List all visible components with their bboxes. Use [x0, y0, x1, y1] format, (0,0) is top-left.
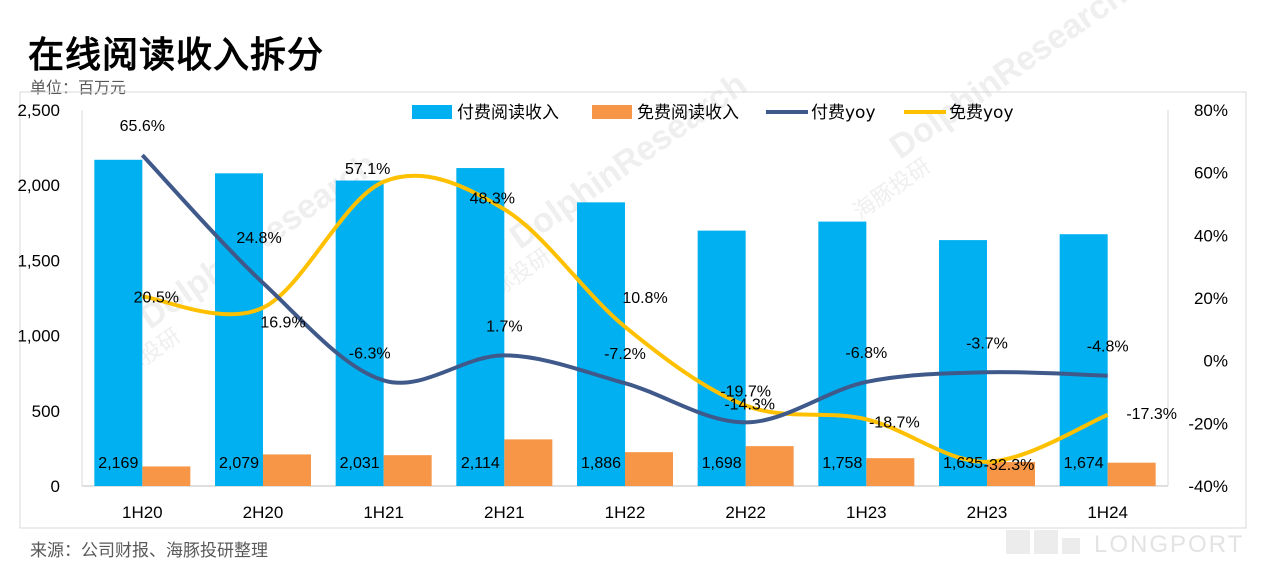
free-yoy-label: 10.8% — [622, 290, 667, 307]
watermark-en: DolphinResearch — [503, 65, 754, 257]
free-yoy-label: 57.1% — [345, 161, 390, 178]
paid-yoy-label: -4.8% — [1087, 339, 1129, 356]
y-right-tick-label: 40% — [1194, 226, 1228, 245]
free-yoy-label: 20.5% — [134, 289, 179, 306]
bar-paid-value-label: 2,031 — [340, 455, 380, 472]
data-labels-group: 2,169 2,079 2,031 2,114 1,886 1,698 1,758 1,635… — [98, 118, 1177, 474]
x-tick-label: 2H23 — [967, 503, 1008, 522]
y-right-tick-label: -20% — [1188, 414, 1228, 433]
legend-swatch-bar — [412, 105, 452, 119]
y-left-tick-label: 500 — [32, 402, 60, 421]
y-right-tick-label: -40% — [1188, 477, 1228, 496]
watermark-cn: 海豚投研 — [849, 154, 935, 225]
bars-group — [94, 159, 1156, 487]
y-right-tick-label: 80% — [1194, 101, 1228, 120]
paid-yoy-label: 1.7% — [486, 318, 522, 335]
x-tick-label: 1H22 — [605, 503, 646, 522]
y-left-tick-label: 0 — [51, 477, 60, 496]
bar-paid-value-label: 1,674 — [1064, 455, 1104, 472]
bar-free — [625, 452, 673, 486]
bar-free — [504, 439, 553, 486]
legend-label: 付费yoy — [811, 103, 876, 123]
x-tick-label: 2H20 — [243, 503, 284, 522]
bar-paid — [697, 230, 746, 486]
legend-label: 付费阅读收入 — [457, 103, 559, 123]
legend-label: 免费yoy — [949, 103, 1014, 123]
paid-yoy-label: -3.7% — [966, 335, 1008, 352]
y-left-tick-label: 2,000 — [17, 176, 60, 195]
chart-title: 在线阅读收入拆分 — [28, 35, 325, 76]
bar-free — [383, 455, 432, 486]
bar-paid — [1059, 234, 1108, 486]
paid-yoy-label: 24.8% — [236, 230, 281, 247]
bar-free — [1107, 462, 1156, 486]
x-tick-label: 1H24 — [1087, 503, 1128, 522]
bar-paid — [335, 180, 384, 486]
free-yoy-label: 16.9% — [260, 315, 305, 332]
lines-group — [140, 153, 1109, 464]
watermark-en: DolphinResearch — [883, 0, 1134, 167]
y-right-tick-label: 60% — [1194, 164, 1228, 183]
bar-paid-value-label: 1,886 — [581, 455, 621, 472]
y-right-tick-label: 0% — [1203, 352, 1228, 371]
x-tick-label: 2H21 — [484, 503, 525, 522]
free-yoy-label: 48.3% — [470, 190, 515, 207]
paid-yoy-label: -6.8% — [845, 345, 887, 362]
free-yoy-label: -32.3% — [984, 457, 1035, 474]
free-yoy-label: -18.7% — [869, 414, 920, 431]
longport-logo-text: LONGPORT — [1094, 531, 1245, 558]
x-tick-label: 1H21 — [363, 503, 404, 522]
bar-paid — [818, 221, 867, 486]
bar-free — [142, 466, 191, 486]
legend: 付费阅读收入 免费阅读收入 付费yoy 免费yoy — [412, 103, 1014, 123]
source-note: 来源：公司财报、海豚投研整理 — [30, 541, 268, 561]
y-left-tick-label: 1,000 — [17, 327, 60, 346]
bar-free — [987, 461, 1035, 486]
x-tick-label: 1H23 — [846, 503, 887, 522]
y-left-tick-label: 2,500 — [17, 101, 60, 120]
legend-label: 免费阅读收入 — [637, 103, 739, 123]
line-free-yoy — [142, 173, 1109, 464]
free-yoy-label: -17.3% — [1126, 406, 1177, 423]
legend-swatch-bar — [592, 105, 632, 119]
bar-paid — [215, 173, 263, 486]
paid-yoy-label: -19.7% — [720, 383, 771, 400]
bar-paid-value-label: 1,758 — [822, 455, 862, 472]
bar-free — [866, 458, 915, 486]
x-tick-label: 1H20 — [122, 503, 163, 522]
bar-paid-value-label: 2,114 — [461, 455, 500, 472]
bar-paid — [939, 240, 987, 486]
y-left-tick-label: 1,500 — [17, 251, 60, 270]
bar-free — [745, 446, 794, 486]
bar-paid — [577, 202, 625, 487]
bar-paid-value-label: 1,635 — [943, 455, 983, 472]
bar-paid-value-label: 2,169 — [98, 455, 138, 472]
longport-logo-icon — [1006, 530, 1080, 554]
y-right-tick-label: 20% — [1194, 289, 1228, 308]
line-paid-yoy — [140, 153, 1108, 425]
paid-yoy-label: -6.3% — [349, 345, 391, 362]
chart-border — [19, 91, 1247, 529]
bar-paid — [456, 168, 505, 487]
bar-paid — [94, 159, 143, 486]
free-yoy-label: -14.3% — [724, 396, 775, 413]
bar-free — [263, 454, 311, 486]
bar-paid-value-label: 1,698 — [702, 455, 742, 472]
bar-paid-value-label: 2,079 — [219, 455, 259, 472]
paid-yoy-label: 65.6% — [120, 118, 165, 135]
paid-yoy-label: -7.2% — [604, 346, 646, 363]
x-tick-label: 2H22 — [725, 503, 766, 522]
